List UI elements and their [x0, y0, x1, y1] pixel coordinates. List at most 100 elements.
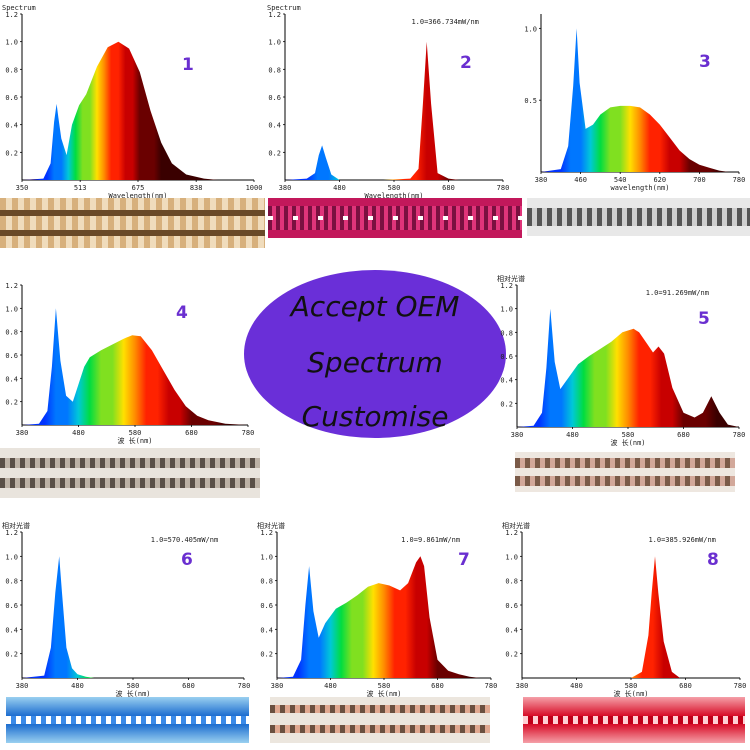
chart-number-6: 6 — [181, 550, 193, 570]
x-tick-label: 780 — [733, 431, 746, 439]
x-tick-label: 460 — [574, 176, 587, 184]
x-tick-label: 513 — [74, 184, 87, 192]
x-tick-label: 580 — [378, 682, 391, 690]
led-strip-8 — [523, 697, 745, 743]
spectrum-chart-2: 0.2 0.4 0.6 0.8 1.0 1.2 380 480 580 680 780 Wavelen… — [265, 0, 523, 200]
x-tick-label: 380 — [16, 429, 29, 437]
chart-number-5: 5 — [698, 309, 710, 329]
led-strip-4-bar-bottom — [0, 478, 260, 488]
x-tick-label: 680 — [182, 682, 195, 690]
spectrum-chart-7: 0.2 0.4 0.6 0.8 1.0 1.2 380 480 580 680 780 波 长(nm)… — [255, 512, 500, 698]
led-strip-5 — [515, 452, 735, 492]
x-tick-label: 675 — [132, 184, 145, 192]
spectrum-area — [22, 556, 244, 678]
x-tick-label: 350 — [16, 184, 29, 192]
x-axis-label: wavelength(nm) — [610, 184, 669, 192]
y-tick-label: 0.2 — [5, 149, 18, 157]
x-axis-label: Wavelength(nm) — [108, 192, 167, 200]
spectrum-header-label: 相对光谱 — [2, 521, 30, 530]
x-tick-label: 380 — [511, 431, 524, 439]
spectrum-plot-1: 0.2 0.4 0.6 0.8 1.0 1.2 350 513 675 838 1000 Wavele… — [2, 4, 263, 200]
x-tick-label: 380 — [535, 176, 548, 184]
spectrum-area — [277, 556, 491, 678]
spectrum-area — [541, 28, 739, 173]
y-tick-label: 0.5 — [524, 97, 537, 105]
x-tick-label: 680 — [442, 184, 455, 192]
x-tick-label: 620 — [653, 176, 666, 184]
y-tick-label: 0.2 — [505, 651, 518, 659]
x-tick-label: 380 — [16, 682, 29, 690]
x-tick-label: 480 — [324, 682, 337, 690]
y-tick-label: 0.2 — [5, 399, 18, 407]
x-tick-label: 680 — [431, 682, 444, 690]
y-tick-label: 1.2 — [5, 282, 18, 290]
x-tick-label: 580 — [625, 682, 638, 690]
y-tick-label: 1.2 — [260, 529, 273, 537]
y-tick-label: 0.4 — [505, 626, 518, 634]
led-strip-3 — [527, 198, 750, 236]
led-strip-8-chips — [523, 716, 745, 724]
y-tick-label: 0.2 — [260, 651, 273, 659]
y-tick-label: 1.0 — [268, 39, 281, 47]
spectrum-area — [22, 308, 248, 425]
y-tick-label: 1.2 — [5, 11, 18, 19]
y-tick-label: 1.0 — [5, 553, 18, 561]
y-tick-label: 0.4 — [5, 122, 18, 130]
spectrum-chart-6: 0.2 0.4 0.6 0.8 1.0 1.2 380 480 580 680 780 波 长(nm)… — [0, 512, 255, 698]
spectrum-header-label: Spectrum — [2, 4, 36, 12]
x-tick-label: 580 — [622, 431, 635, 439]
y-tick-label: 0.6 — [5, 94, 18, 102]
led-strip-7 — [270, 697, 490, 743]
x-tick-label: 380 — [516, 682, 529, 690]
spectrum-plot-3: 0.5 1.0 380 460 540 620 700 780 wavelength(nm) — [524, 14, 745, 192]
x-tick-label: 680 — [185, 429, 198, 437]
spectrum-chart-5: 0.2 0.4 0.6 0.8 1.0 1.2 380 480 580 680 780 波 长(nm)… — [495, 265, 750, 447]
led-strip-7-bar-top — [270, 705, 490, 713]
oem-line-3: Customise — [301, 400, 449, 433]
y-tick-label: 1.2 — [5, 529, 18, 537]
x-tick-label: 480 — [566, 431, 579, 439]
spectrum-chart-8: 0.2 0.4 0.6 0.8 1.0 1.2 380 480 580 680 780 波 长(nm)… — [500, 512, 750, 698]
chart-number-7: 7 — [458, 550, 470, 570]
y-tick-label: 0.8 — [268, 66, 281, 74]
y-tick-label: 0.6 — [260, 602, 273, 610]
y-tick-label: 0.4 — [5, 375, 18, 383]
spectrum-plot-5: 0.2 0.4 0.6 0.8 1.0 1.2 380 480 580 680 780 波 长(nm)… — [497, 274, 746, 447]
led-strip-5-bar-bottom — [515, 476, 735, 486]
spectrum-header-label: 相对光谱 — [257, 521, 285, 530]
spectrum-chart-3: 0.5 1.0 380 460 540 620 700 780 wavelength(nm) 3 — [524, 0, 750, 198]
y-tick-label: 1.2 — [268, 11, 281, 19]
y-tick-label: 0.6 — [500, 353, 513, 361]
chart-number-1: 1 — [182, 55, 194, 75]
spectrum-plot-7: 0.2 0.4 0.6 0.8 1.0 1.2 380 480 580 680 780 波 长(nm)… — [257, 521, 497, 698]
y-tick-label: 0.4 — [260, 626, 273, 634]
spectrum-plot-4: 0.2 0.4 0.6 0.8 1.0 1.2 380 480 580 680 780 波 长(nm) — [5, 282, 254, 445]
chart-number-4: 4 — [176, 303, 188, 323]
spectrum-plot-8: 0.2 0.4 0.6 0.8 1.0 1.2 380 480 580 680 780 波 长(nm)… — [502, 521, 746, 698]
led-strip-6-chips — [6, 716, 249, 724]
y-tick-label: 0.8 — [5, 578, 18, 586]
x-tick-label: 580 — [127, 682, 140, 690]
power-ratio-label: 1.0=91.269mW/nm — [646, 289, 709, 297]
y-tick-label: 0.8 — [500, 329, 513, 337]
x-tick-label: 480 — [333, 184, 346, 192]
chart-number-2: 2 — [460, 53, 472, 73]
spectrum-header-label: 相对光谱 — [502, 521, 530, 530]
x-tick-label: 480 — [71, 682, 84, 690]
y-tick-label: 1.0 — [5, 305, 18, 313]
x-tick-label: 680 — [677, 431, 690, 439]
x-tick-label: 1000 — [246, 184, 263, 192]
y-tick-label: 0.2 — [5, 651, 18, 659]
x-tick-label: 780 — [497, 184, 510, 192]
x-axis-label: 波 长(nm) — [366, 689, 401, 698]
x-axis-label: 波 长(nm) — [610, 438, 645, 447]
power-ratio-label: 1.0=366.734mW/nm — [411, 18, 478, 26]
x-tick-label: 680 — [679, 682, 692, 690]
spectrum-header-label: Spectrum — [267, 4, 301, 12]
y-tick-label: 0.4 — [500, 377, 513, 385]
y-tick-label: 0.8 — [505, 578, 518, 586]
spectrum-area — [22, 41, 219, 181]
chart-number-8: 8 — [707, 550, 719, 570]
x-tick-label: 480 — [570, 682, 583, 690]
y-tick-label: 1.0 — [5, 39, 18, 47]
